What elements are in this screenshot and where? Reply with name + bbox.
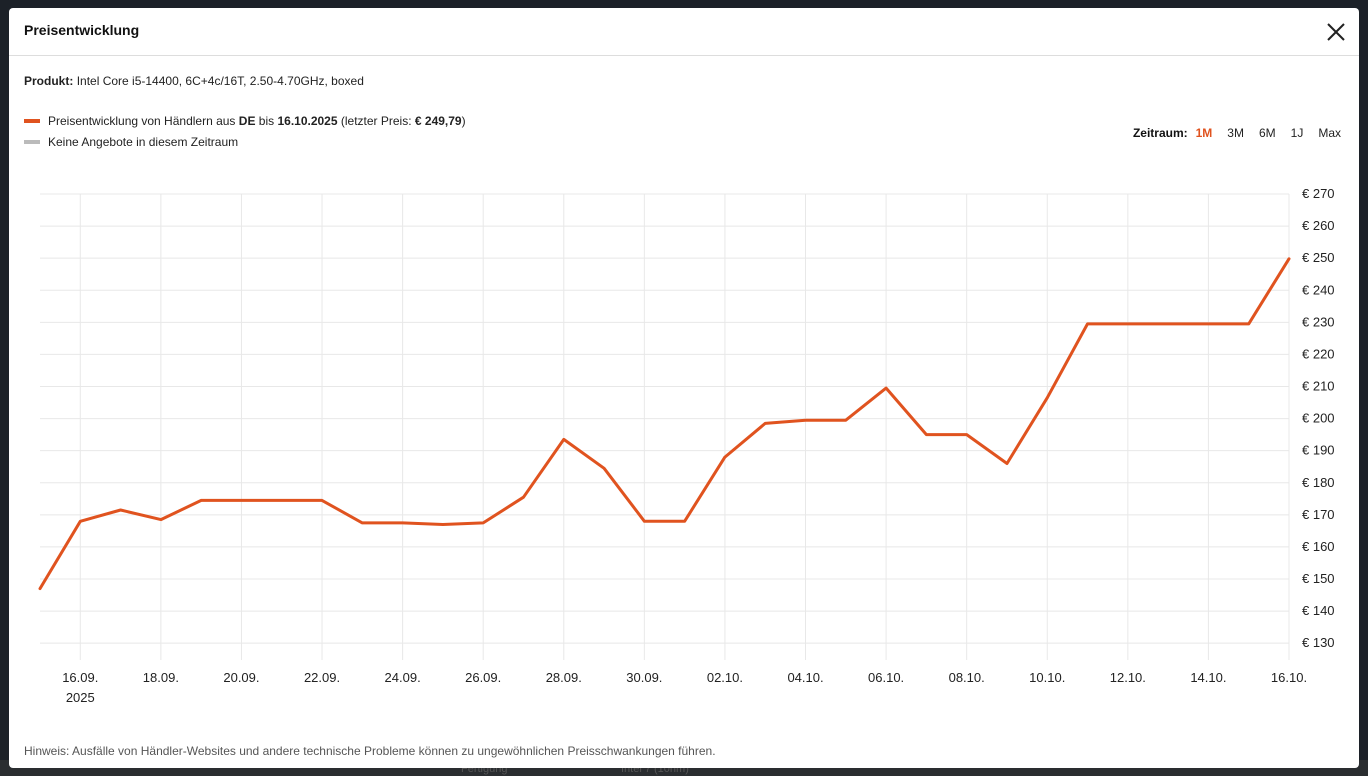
x-tick-label: 02.10. xyxy=(707,670,743,685)
x-tick-label: 28.09. xyxy=(546,670,582,685)
timerange-selector: Zeitraum: 1M 3M 6M 1J Max xyxy=(1133,126,1341,140)
legend-suffix-close: ) xyxy=(461,114,466,128)
close-icon xyxy=(1327,23,1345,41)
y-tick-label: € 190 xyxy=(1302,443,1335,458)
y-tick-label: € 140 xyxy=(1302,603,1335,618)
legend-country: DE xyxy=(238,114,256,128)
timerange-option-max[interactable]: Max xyxy=(1318,126,1341,140)
x-tick-label: 30.09. xyxy=(626,670,662,685)
timerange-option-6m[interactable]: 6M xyxy=(1258,126,1276,140)
legend-series-text: Preisentwicklung von Händlern aus DE bis… xyxy=(48,114,466,128)
price-chart: € 130 € 140 € 150 € 160 € 170 € 180 € 190 € 200… xyxy=(38,186,1335,705)
product-label: Produkt: xyxy=(24,74,74,88)
price-history-modal: Preisentwicklung Produkt: Intel Core i5-… xyxy=(9,8,1359,768)
y-tick-label: € 200 xyxy=(1302,411,1335,426)
modal-header: Preisentwicklung xyxy=(9,8,1359,56)
legend-no-offers-text: Keine Angebote in diesem Zeitraum xyxy=(48,135,239,149)
legend-last-price: € 249,79 xyxy=(414,114,462,128)
modal-title: Preisentwicklung xyxy=(24,22,140,38)
legend-prefix: Preisentwicklung von Händlern aus xyxy=(48,114,239,128)
legend-date: 16.10.2025 xyxy=(277,114,338,128)
legend-series: Preisentwicklung von Händlern aus DE bis… xyxy=(24,114,466,128)
timerange-option-3m[interactable]: 3M xyxy=(1227,126,1244,140)
x-year-label: 2025 xyxy=(66,690,95,705)
x-tick-label: 10.10. xyxy=(1029,670,1065,685)
close-button[interactable] xyxy=(1325,21,1347,43)
x-tick-label: 16.09. xyxy=(62,670,98,685)
x-tick-label: 22.09. xyxy=(304,670,340,685)
y-tick-label: € 220 xyxy=(1302,346,1335,361)
x-tick-label: 06.10. xyxy=(868,670,904,685)
y-tick-label: € 250 xyxy=(1302,250,1335,265)
x-tick-label: 24.09. xyxy=(385,670,421,685)
legend-no-offers-swatch xyxy=(24,140,40,144)
y-tick-label: € 210 xyxy=(1302,379,1335,394)
y-tick-label: € 260 xyxy=(1302,218,1335,233)
y-tick-label: € 240 xyxy=(1302,282,1335,297)
y-tick-label: € 130 xyxy=(1302,635,1335,650)
y-tick-label: € 270 xyxy=(1302,186,1335,201)
price-series-line xyxy=(38,257,1291,591)
legend-no-offers: Keine Angebote in diesem Zeitraum xyxy=(24,135,238,149)
y-tick-label: € 170 xyxy=(1302,507,1335,522)
product-name: Intel Core i5-14400, 6C+4c/16T, 2.50-4.7… xyxy=(76,74,364,88)
legend-series-swatch xyxy=(24,119,40,123)
timerange-option-1m[interactable]: 1M xyxy=(1195,126,1213,140)
x-tick-label: 08.10. xyxy=(949,670,985,685)
x-tick-label: 12.10. xyxy=(1110,670,1146,685)
timerange-label: Zeitraum: xyxy=(1132,126,1188,140)
x-tick-label: 14.10. xyxy=(1190,670,1226,685)
x-tick-label: 16.10. xyxy=(1271,670,1307,685)
product-info: Produkt: Intel Core i5-14400, 6C+4c/16T,… xyxy=(24,74,364,88)
y-tick-label: € 160 xyxy=(1302,539,1335,554)
timerange-option-1j[interactable]: 1J xyxy=(1290,126,1304,140)
y-tick-label: € 180 xyxy=(1302,475,1335,490)
x-tick-label: 18.09. xyxy=(143,670,179,685)
legend-suffix-open: (letzter Preis: xyxy=(337,114,415,128)
x-tick-label: 20.09. xyxy=(223,670,259,685)
y-tick-label: € 150 xyxy=(1302,571,1335,586)
disclaimer-note: Hinweis: Ausfälle von Händler-Websites u… xyxy=(24,744,716,758)
x-tick-label: 04.10. xyxy=(787,670,823,685)
legend-middle: bis xyxy=(255,114,278,128)
y-tick-label: € 230 xyxy=(1302,314,1335,329)
x-tick-label: 26.09. xyxy=(465,670,501,685)
